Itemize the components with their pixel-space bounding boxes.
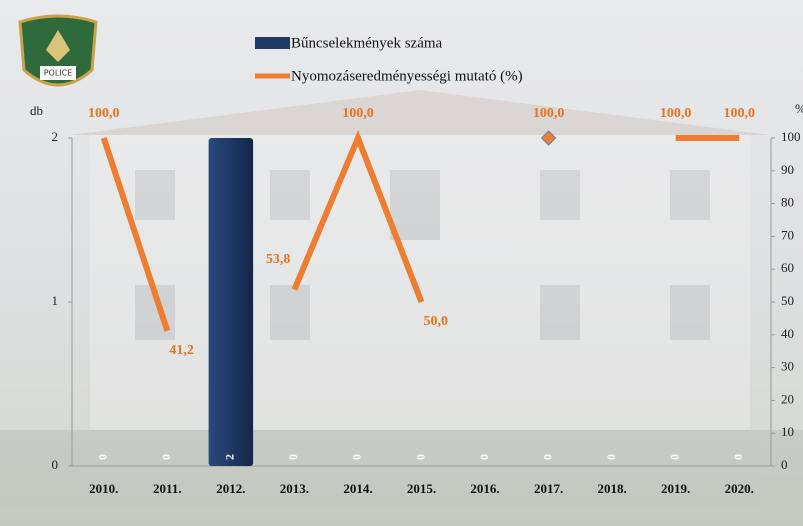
x-tick-label: 2010. [89, 481, 118, 496]
x-tick-label: 2013. [280, 481, 309, 496]
line-value-label: 100,0 [88, 106, 120, 121]
y-tick-label: 1 [52, 293, 59, 308]
y2-tick-label: 80 [781, 195, 794, 210]
x-tick-label: 2015. [407, 481, 436, 496]
x-tick-label: 2014. [343, 481, 372, 496]
y2-tick-label: 10 [781, 424, 794, 439]
bar-value-label: 2 [223, 454, 237, 460]
y-tick-label: 0 [52, 457, 59, 472]
bar-value-label: 0 [350, 454, 364, 460]
x-tick-label: 2018. [598, 481, 627, 496]
x-tick-label: 2019. [661, 481, 690, 496]
x-tick-label: 2017. [534, 481, 563, 496]
bar-value-label: 0 [96, 454, 110, 460]
line-value-label: 53,8 [266, 252, 291, 267]
legend-label: Bűncselekmények száma [291, 35, 443, 51]
line-value-label: 100,0 [342, 106, 374, 121]
x-tick-label: 2016. [470, 481, 499, 496]
chart: POLICE Bűncselekmények száma Nyomozásere… [0, 0, 803, 526]
line-value-label: 100,0 [723, 106, 755, 121]
bar-value-label: 0 [477, 454, 491, 460]
y2-tick-label: 40 [781, 326, 794, 341]
y2-tick-label: 90 [781, 162, 794, 177]
legend-swatch-bar [255, 37, 290, 49]
line-value-label: 100,0 [660, 106, 692, 121]
y-axis-label: db [30, 103, 43, 118]
y2-axis-label: % [795, 101, 803, 116]
y2-tick-label: 30 [781, 359, 794, 374]
x-tick-label: 2011. [153, 481, 182, 496]
y2-tick-label: 0 [781, 457, 788, 472]
bar-value-label: 0 [540, 454, 554, 460]
bar-value-label: 0 [413, 454, 427, 460]
bar-value-label: 0 [667, 454, 681, 460]
svg-text:POLICE: POLICE [44, 69, 73, 78]
line-value-label: 100,0 [533, 106, 565, 121]
bar-value-label: 0 [286, 454, 300, 460]
y2-tick-label: 50 [781, 293, 794, 308]
x-tick-label: 2020. [725, 481, 754, 496]
bar-value-label: 0 [604, 454, 618, 460]
legend-label: Nyomozáseredményességi mutató (%) [291, 68, 523, 84]
background-building [0, 90, 803, 526]
bar-value-label: 0 [159, 454, 173, 460]
y2-tick-label: 100 [781, 129, 801, 144]
bar [209, 138, 253, 466]
x-tick-label: 2012. [216, 481, 245, 496]
logo: POLICE [20, 16, 96, 85]
y2-tick-label: 70 [781, 227, 794, 242]
line-value-label: 50,0 [424, 314, 449, 329]
line-value-label: 41,2 [169, 343, 194, 358]
y-tick-label: 2 [52, 129, 59, 144]
bar-value-label: 0 [731, 454, 745, 460]
y2-tick-label: 60 [781, 260, 794, 275]
page: {"chart_data": {"type": "combo", "left_a… [0, 0, 803, 526]
y2-tick-label: 20 [781, 391, 794, 406]
